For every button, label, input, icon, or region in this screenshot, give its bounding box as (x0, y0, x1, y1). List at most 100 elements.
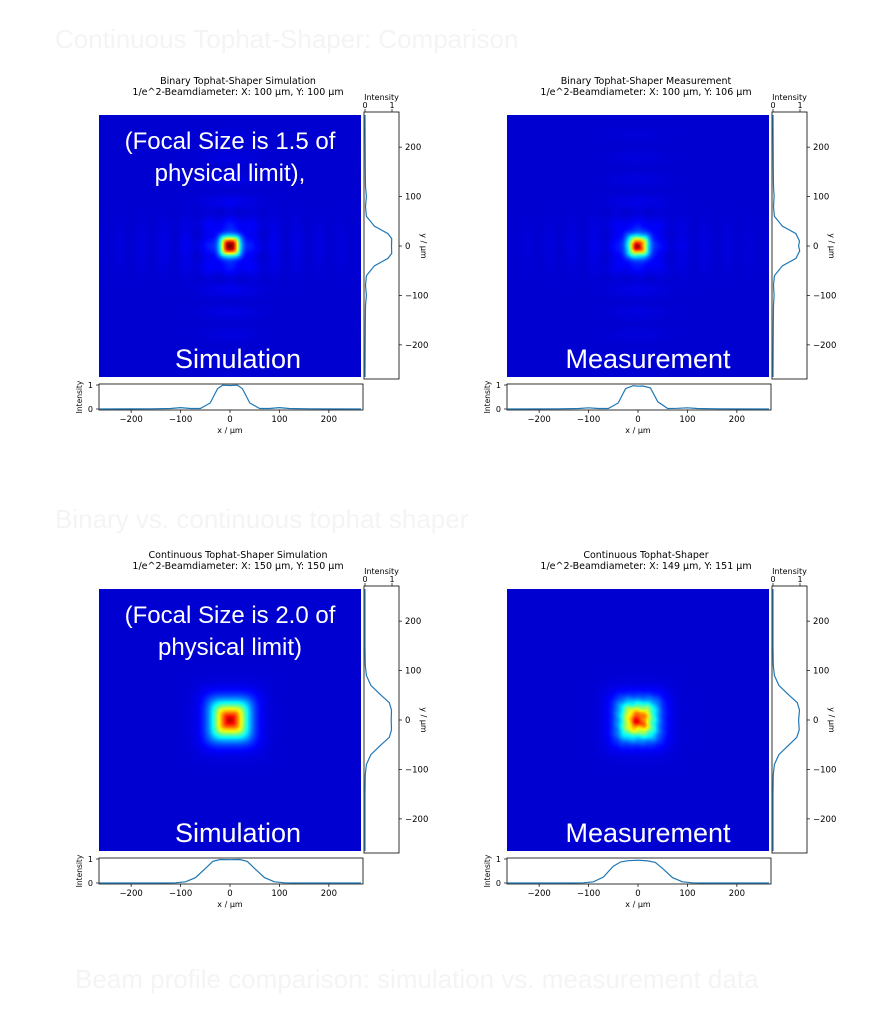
y-axis-tick-label: 0 (813, 242, 818, 252)
x-axis-tick-label: −100 (169, 889, 192, 899)
y-axis-tick-label: −200 (405, 815, 428, 825)
beam-intensity-map (99, 589, 361, 851)
x-profile-axes (98, 383, 364, 411)
y-profile-tick-label: 1 (389, 575, 394, 584)
x-axis-tick-label: −200 (527, 415, 550, 425)
x-axis-tick-label: 100 (679, 415, 695, 425)
y-profile-intensity-label: Intensity (364, 567, 399, 576)
focal-size-note: physical limit), (155, 160, 306, 187)
chart-subtitle: 1/e^2-Beamdiameter: X: 100 μm, Y: 100 μm (132, 87, 343, 98)
x-profile-tick-label: 1 (496, 381, 501, 390)
x-axis-tick-label: −100 (577, 415, 600, 425)
x-profile-tick-label: 0 (88, 879, 93, 888)
x-axis-tick-label: −100 (169, 415, 192, 425)
x-profile-intensity-label: Intensity (75, 380, 84, 413)
panel-grid: Binary Tophat-Shaper Simulation1/e^2-Bea… (75, 76, 836, 909)
y-axis-tick-label: −100 (813, 765, 836, 775)
x-profile-tick-label: 0 (496, 405, 501, 414)
y-axis-tick-label: 200 (405, 143, 421, 153)
y-axis-tick-label: 100 (405, 193, 421, 203)
y-axis-tick-label: −100 (405, 765, 428, 775)
x-axis-tick-label: 200 (321, 415, 337, 425)
panel-continuous-measurement: Continuous Tophat-Shaper1/e^2-Beamdiamet… (483, 550, 836, 909)
x-axis-tick-label: −200 (119, 889, 142, 899)
ghost-heading-middle: Binary vs. continuous tophat shaper (55, 504, 469, 534)
beam-intensity-map (507, 589, 769, 851)
x-profile-tick-label: 0 (496, 879, 501, 888)
x-axis-tick-label: 0 (227, 415, 232, 425)
chart-subtitle: 1/e^2-Beamdiameter: X: 150 μm, Y: 150 μm (132, 561, 343, 572)
x-profile-line (507, 859, 769, 884)
focal-size-note: (Focal Size is 2.0 of (125, 602, 336, 629)
beam-intensity-map (99, 115, 361, 377)
overlay-label-measurement: Measurement (565, 818, 731, 848)
x-axis-tick-label: 200 (729, 889, 745, 899)
x-axis-tick-label: 200 (729, 415, 745, 425)
x-axis-tick-label: 100 (271, 415, 287, 425)
x-axis-tick-label: 200 (321, 889, 337, 899)
y-profile-intensity-label: Intensity (772, 567, 807, 576)
y-axis-tick-label: 100 (813, 193, 829, 203)
x-profile-tick-label: 0 (88, 405, 93, 414)
y-profile-line (364, 589, 393, 851)
overlay-label-simulation: Simulation (175, 818, 301, 848)
y-axis-tick-label: 100 (813, 667, 829, 677)
chart-title: Continuous Tophat-Shaper Simulation (149, 550, 328, 561)
y-profile-line (364, 114, 393, 378)
y-profile-tick-label: 1 (797, 575, 802, 584)
chart-title: Binary Tophat-Shaper Measurement (561, 76, 732, 87)
y-axis-tick-label: 100 (405, 667, 421, 677)
y-axis-tick-label: 0 (405, 242, 410, 252)
x-profile-axes (506, 383, 772, 411)
overlay-label-simulation: Simulation (175, 344, 301, 374)
y-axis-tick-label: 0 (813, 716, 818, 726)
x-axis-label: x / μm (217, 426, 243, 435)
y-profile-tick-label: 0 (362, 575, 367, 584)
x-profile-intensity-label: Intensity (483, 380, 492, 413)
x-axis-label: x / μm (217, 900, 243, 909)
overlay-label-measurement: Measurement (565, 344, 731, 374)
y-profile-axes (771, 585, 808, 854)
panel-continuous-simulation: Continuous Tophat-Shaper Simulation1/e^2… (75, 550, 428, 909)
y-profile-axes (771, 111, 808, 380)
x-profile-tick-label: 1 (496, 855, 501, 864)
x-axis-label: x / μm (625, 900, 651, 909)
x-profile-intensity-label: Intensity (483, 854, 492, 887)
chart-title: Binary Tophat-Shaper Simulation (160, 76, 316, 87)
x-profile-line (506, 385, 770, 410)
x-profile-intensity-label: Intensity (75, 854, 84, 887)
focal-size-note: (Focal Size is 1.5 of (125, 128, 336, 155)
x-profile-axes (98, 857, 364, 885)
ghost-heading-top: Continuous Tophat-Shaper: Comparison (55, 24, 518, 54)
y-axis-label: y / μm (419, 707, 428, 733)
x-axis-label: x / μm (625, 426, 651, 435)
chart-subtitle: 1/e^2-Beamdiameter: X: 149 μm, Y: 151 μm (540, 561, 751, 572)
y-axis-tick-label: −100 (813, 291, 836, 301)
y-profile-axes (363, 585, 400, 854)
y-axis-tick-label: −200 (813, 815, 836, 825)
x-axis-tick-label: 0 (227, 889, 232, 899)
y-profile-tick-label: 0 (770, 101, 775, 110)
x-axis-tick-label: 0 (635, 889, 640, 899)
y-axis-tick-label: −200 (405, 341, 428, 351)
x-profile-tick-label: 1 (88, 855, 93, 864)
beam-intensity-map (507, 115, 769, 377)
x-profile-line (98, 384, 362, 410)
y-axis-tick-label: 200 (813, 143, 829, 153)
x-profile-tick-label: 1 (88, 381, 93, 390)
y-axis-tick-label: −200 (813, 341, 836, 351)
y-profile-tick-label: 0 (362, 101, 367, 110)
y-profile-tick-label: 1 (389, 101, 394, 110)
y-profile-line (772, 114, 801, 378)
y-profile-intensity-label: Intensity (772, 93, 807, 102)
x-axis-tick-label: 100 (271, 889, 287, 899)
focal-size-note: physical limit) (158, 634, 302, 661)
panel-binary-measurement: Binary Tophat-Shaper Measurement1/e^2-Be… (483, 76, 836, 435)
x-axis-tick-label: 100 (679, 889, 695, 899)
x-axis-tick-label: −200 (119, 415, 142, 425)
x-profile-line (99, 858, 361, 884)
x-axis-tick-label: 0 (635, 415, 640, 425)
ghost-heading-bottom: Beam profile comparison: simulation vs. … (75, 964, 759, 994)
x-profile-axes (506, 857, 772, 885)
